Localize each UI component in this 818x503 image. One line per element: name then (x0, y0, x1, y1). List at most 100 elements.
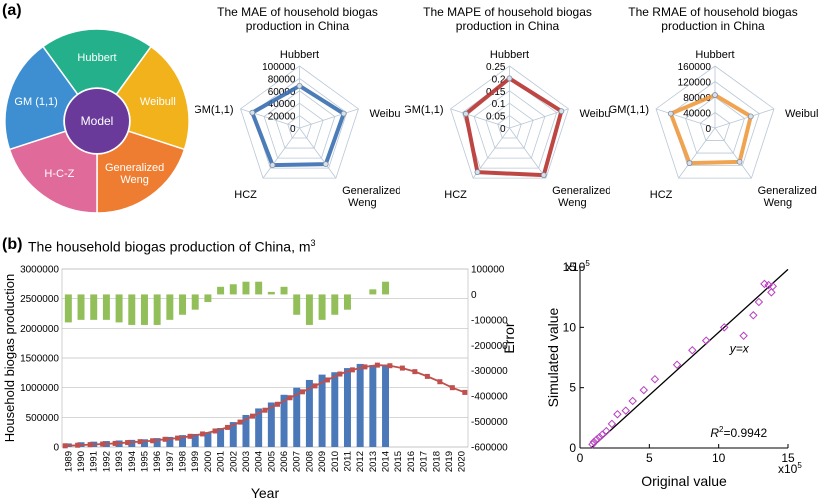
radar-series-line (250, 83, 346, 168)
radar-grid-ring (685, 96, 745, 154)
combo-y2-tick-label: -500000 (471, 417, 508, 428)
error-bar-2008 (305, 294, 313, 325)
radar-point-generalized-weng (736, 158, 743, 165)
combo-x-tick-2005: 2005 (266, 451, 277, 472)
scatter-point (767, 288, 776, 297)
combo-y2-tick-label: 100000 (471, 265, 505, 276)
error-bar-1989 (64, 294, 72, 323)
radar-point-hubbert (296, 82, 303, 89)
combo-x-tick-2015: 2015 (393, 451, 404, 472)
combo-x-tick-2004: 2004 (254, 451, 265, 472)
scatter-point (592, 435, 601, 444)
radar-axis-label-hubbert: Hubbert (695, 49, 734, 61)
radar-title-line2: production in China (456, 19, 560, 33)
simulated-marker (175, 435, 181, 441)
scatter-point (595, 432, 604, 442)
simulated-marker (287, 395, 293, 401)
production-bar-2011 (343, 368, 351, 447)
simulated-marker (237, 419, 243, 425)
radar-grid-ring (670, 81, 760, 167)
combo-x-tick-2018: 2018 (431, 451, 442, 472)
simulated-marker (299, 389, 305, 395)
wheel-label-h-c-z: H-C-Z (44, 168, 74, 180)
simulated-marker (100, 441, 106, 447)
production-bar-2001 (217, 428, 225, 447)
radar-tick-label: 0 (290, 124, 296, 135)
radar-spoke (299, 127, 337, 179)
combo-y-tick-label: 1000000 (20, 383, 59, 394)
production-bar-2009 (318, 374, 326, 447)
simulated-marker (75, 442, 81, 448)
combo-x-tick-1992: 1992 (101, 451, 112, 472)
combo-y2-axis-title: Error (501, 322, 517, 353)
scatter-point (639, 385, 649, 395)
radar-title-line1: The MAE of household biogas (217, 5, 378, 19)
scatter-point (688, 346, 697, 355)
combo-x-tick-2003: 2003 (241, 451, 252, 472)
radar-tick-label: 0 (705, 124, 711, 135)
radar-grid-ring (699, 112, 731, 141)
panel-a-label: (a) (2, 2, 22, 19)
combo-x-tick-2013: 2013 (368, 451, 379, 472)
error-bar-2009 (318, 294, 326, 320)
radar-point-hubbert (712, 92, 718, 98)
scatter-point (621, 406, 631, 415)
combo-chart: 3000000250000020000001500000100000050000… (2, 265, 517, 502)
error-bar-2014 (382, 281, 390, 295)
simulated-marker (337, 371, 343, 377)
combo-x-tick-1999: 1999 (190, 451, 201, 472)
combo-x-tick-2001: 2001 (216, 451, 227, 472)
radar-axis-label-weibull: Weibull (370, 108, 401, 120)
simulated-marker (374, 362, 380, 368)
production-bar-1997 (166, 436, 174, 447)
scatter-point (754, 297, 764, 307)
combo-x-tick-2020: 2020 (457, 451, 468, 472)
simulated-marker (200, 431, 206, 437)
simulated-marker (349, 367, 355, 373)
error-bar-1996 (153, 294, 161, 325)
error-bar-2001 (217, 286, 225, 295)
production-bar-2005 (267, 402, 275, 447)
scatter-chart: 0 5 10 15 0 5 10 15 y=x R2=0.9942 x105 x105 Original… (545, 259, 802, 489)
combo-x-tick-2002: 2002 (228, 451, 239, 472)
scatter-y-tick-label: 5 (569, 381, 576, 395)
combo-x-tick-2019: 2019 (444, 451, 455, 472)
combo-x-tick-1996: 1996 (152, 451, 163, 472)
combo-y2-tick-label: -100000 (471, 315, 508, 326)
error-bar-2011 (343, 294, 351, 310)
scatter-y-tick-label: 15 (563, 260, 577, 274)
combo-y-tick-label: 2000000 (20, 324, 59, 335)
production-bar-1995 (140, 439, 148, 447)
model-wheel: Hubbert Weibull Generalized Weng H-C-Z GM (1,… (4, 28, 190, 214)
simulated-marker (212, 428, 218, 434)
combo-y-tick-label: 1500000 (20, 354, 59, 365)
combo-x-tick-2014: 2014 (381, 451, 392, 472)
radar-spoke (714, 108, 775, 129)
production-bar-2014 (382, 364, 390, 447)
combo-x-tick-1998: 1998 (178, 451, 189, 472)
radar-spoke (450, 108, 510, 129)
combo-y2-tick-label: -200000 (471, 341, 508, 352)
error-bar-1992 (102, 294, 110, 320)
simulated-marker (387, 363, 393, 369)
scatter-point (768, 282, 777, 291)
scatter-point (589, 437, 599, 447)
error-bar-2007 (293, 294, 301, 315)
error-bar-2002 (229, 284, 237, 295)
radar-axis-label-generalized-weng: Generalized Weng (758, 185, 817, 209)
radar-axis-label-gm-1-1: GM(1,1) (405, 104, 444, 116)
radar-series-line (463, 76, 564, 178)
combo-x-tick-2017: 2017 (419, 451, 430, 472)
simulated-line (65, 364, 466, 447)
error-bar-1991 (90, 294, 98, 320)
radar-axis-label-hcz: HCZ (234, 189, 257, 201)
scatter-r2-label: R2=0.9942 (710, 425, 767, 440)
radar-tick-label: 0.2 (492, 74, 506, 85)
simulated-marker (150, 438, 156, 444)
combo-x-tick-2010: 2010 (330, 451, 341, 472)
combo-x-tick-1993: 1993 (114, 451, 125, 472)
error-bar-2000 (204, 294, 212, 303)
radar-axis-label-generalized-weng: Generalized Weng (552, 185, 610, 209)
